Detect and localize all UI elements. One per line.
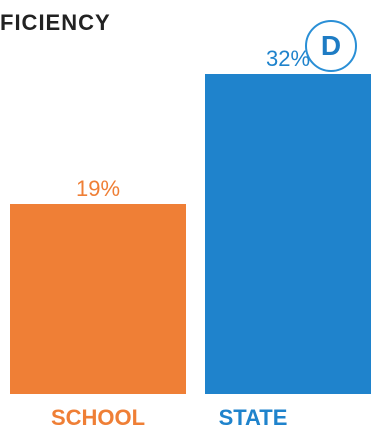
- bar-state: [205, 74, 371, 394]
- grade-badge: D: [305, 20, 357, 72]
- value-label-school: 19%: [76, 176, 120, 201]
- bar-school: [10, 204, 186, 394]
- value-label-state: 32%: [266, 46, 310, 71]
- category-label-state: STATE: [219, 405, 288, 430]
- grade-letter: D: [320, 30, 342, 61]
- category-label-school: SCHOOL: [51, 405, 145, 430]
- chart-title: FICIENCY: [0, 10, 111, 35]
